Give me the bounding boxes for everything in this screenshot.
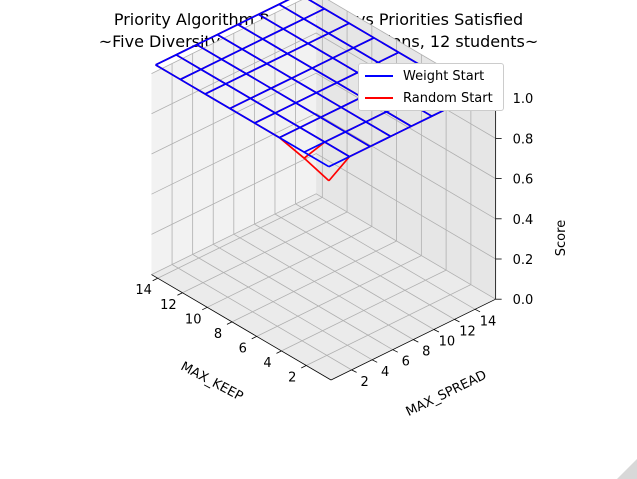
y-tick-label: 10 <box>439 335 456 350</box>
wire-line <box>229 37 375 110</box>
x-tick-label: 14 <box>135 283 152 298</box>
x-tick-label: 4 <box>263 356 271 371</box>
legend-label-random-start: Random Start <box>403 90 493 106</box>
y-tick-label: 14 <box>480 314 497 329</box>
wire-line <box>155 64 330 168</box>
y-tick-mark <box>392 349 398 353</box>
x-tick-mark <box>301 365 307 369</box>
x-axis-line <box>151 274 332 381</box>
z-tick-label: 0.6 <box>513 173 534 188</box>
y-tick-label: 6 <box>402 355 410 370</box>
legend-label-weight-start: Weight Start <box>403 68 485 84</box>
wire-line <box>179 7 325 81</box>
y-tick-label: 8 <box>422 345 430 360</box>
x-tick-mark <box>202 306 208 311</box>
y-tick-mark <box>433 329 440 333</box>
x-tick-label: 10 <box>185 312 202 327</box>
z-tick-label: 0.2 <box>513 253 534 268</box>
wire-line <box>175 54 350 158</box>
wire-line <box>216 33 392 138</box>
x-tick-mark <box>251 336 257 340</box>
wire-line <box>204 22 350 95</box>
y-tick-mark <box>454 319 460 323</box>
legend-swatch-random-start <box>365 97 393 99</box>
z-tick-label: 0.4 <box>513 213 534 228</box>
x-tick-label: 12 <box>160 298 177 313</box>
legend-item-weight-start: Weight Start <box>365 67 484 85</box>
x-tick-mark <box>276 350 282 354</box>
x-tick-label: 8 <box>214 327 222 342</box>
legend: Weight Start Random Start <box>358 63 504 111</box>
z-gridline <box>151 193 496 300</box>
z-gridline <box>151 153 496 260</box>
z-tick-label: 1.0 <box>513 92 534 107</box>
y-tick-mark <box>474 308 481 313</box>
axis-panes <box>151 0 496 380</box>
legend-item-random-start: Random Start <box>365 89 493 107</box>
legend-swatch-weight-start <box>365 75 393 77</box>
wire-line <box>196 43 371 148</box>
x-tick-mark <box>152 277 158 282</box>
z-gridline <box>151 112 496 220</box>
x-tick-mark <box>226 321 233 325</box>
wire-line <box>155 0 290 66</box>
x-axis-label: MAX_KEEP <box>178 359 245 404</box>
y-axis-label: MAX_SPREAD <box>404 368 489 420</box>
y-tick-mark <box>351 369 357 373</box>
x-tick-mark <box>177 292 183 296</box>
y-tick-mark <box>371 359 378 363</box>
y-tick-mark <box>413 339 419 343</box>
x-tick-label: 6 <box>239 341 247 356</box>
window-resize-grip[interactable] <box>617 459 637 479</box>
z-axis-label: Score <box>554 220 569 256</box>
x-tick-label: 2 <box>288 370 296 385</box>
z-tick-label: 0.8 <box>513 132 534 147</box>
y-tick-label: 4 <box>381 365 389 380</box>
z-gridline <box>151 72 496 179</box>
z-tick-label: 0.0 <box>513 293 534 308</box>
y-tick-label: 2 <box>360 375 368 390</box>
y-tick-label: 12 <box>459 324 476 339</box>
